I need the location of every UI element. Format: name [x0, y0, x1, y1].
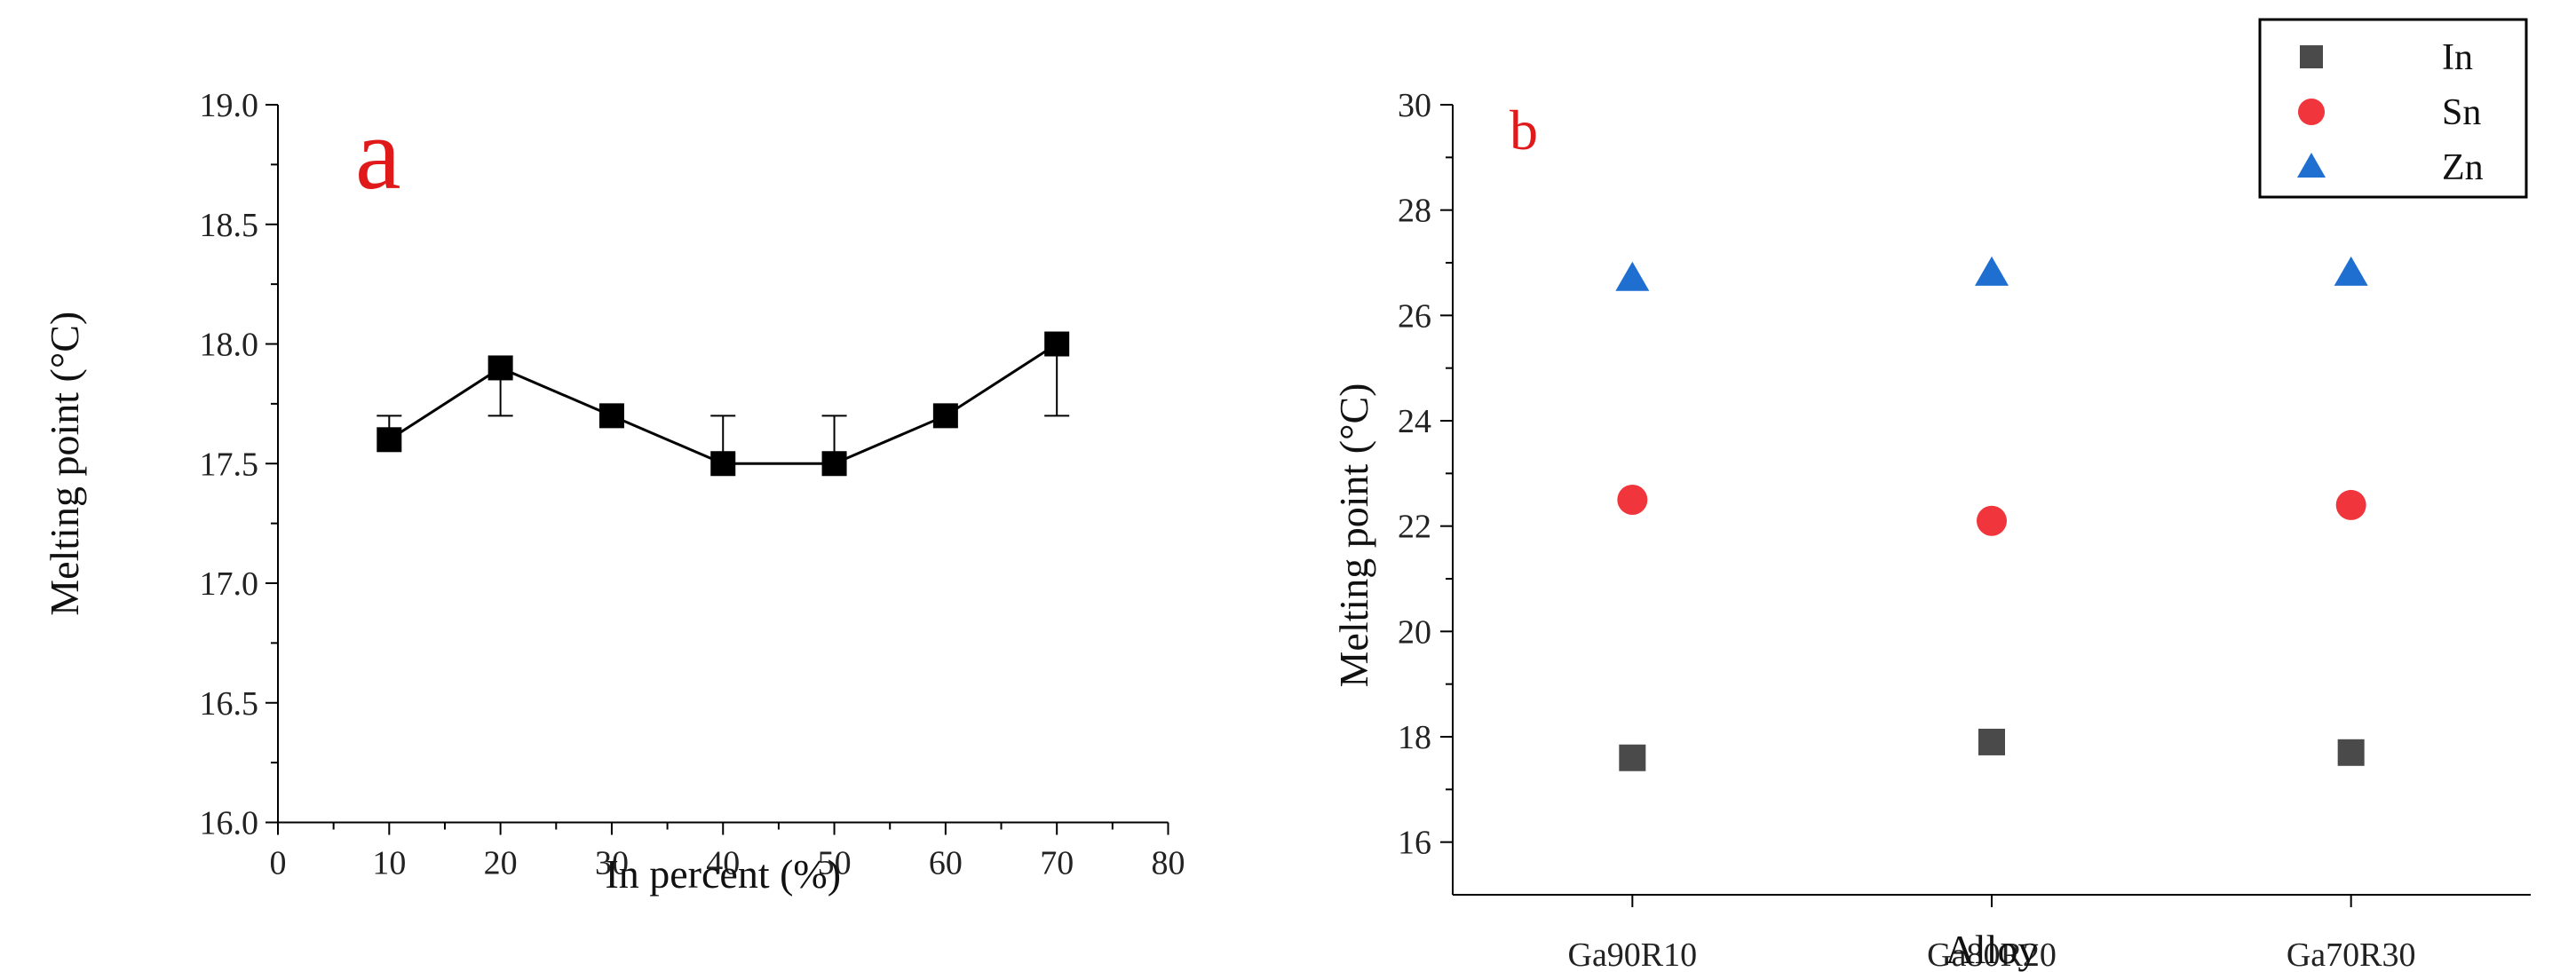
panel-a: 0 10 20 30 40 50 60 70 80 16.0 16.5 17.0 17.5 18.0 18.…	[42, 87, 1185, 897]
panel-a-data-point	[1044, 331, 1070, 357]
panel-a-y-tick-label: 17.0	[200, 565, 259, 603]
panel-a-x-tick-label: 50	[818, 845, 852, 882]
panel-b-category-label: Ga70R30	[2287, 936, 2416, 972]
panel-a-y-tick-label: 18.0	[200, 327, 259, 364]
panel-b-point-sn	[2335, 489, 2366, 520]
panel-b-point-zn	[1975, 256, 2009, 286]
panel-a-y-tick-label: 16.0	[200, 805, 259, 842]
panel-a-data-point	[821, 451, 847, 477]
panel-b-y-tick-label: 30	[1398, 87, 1431, 124]
panel-a-y-tick-label: 19.0	[200, 87, 259, 124]
panel-a-x-tick-label: 10	[372, 845, 406, 882]
legend-marker-zn	[2297, 153, 2326, 178]
panel-b-point-in	[1619, 744, 1646, 771]
legend-label-sn: Sn	[2442, 92, 2481, 133]
panel-a-x-tick-label: 80	[1152, 845, 1185, 882]
panel-a-y-axis-title: Melting point (°C)	[42, 312, 87, 616]
panel-b-point-in	[1978, 728, 2005, 755]
panel-a-x-tick-label: 20	[484, 845, 518, 882]
panel-a-data-point	[598, 403, 624, 429]
panel-a-label: a	[355, 98, 401, 211]
panel-a-data-point	[932, 403, 958, 429]
panel-b-point-zn	[1615, 261, 1650, 291]
panel-b-y-tick-label: 26	[1398, 297, 1431, 335]
panel-b-y-tick-label: 28	[1398, 193, 1431, 230]
panel-a-y-tick-label: 16.5	[200, 685, 259, 723]
panel-a-y-tick-label: 18.5	[200, 207, 259, 244]
panel-b-category-label: Ga80R20	[1927, 936, 2057, 972]
panel-a-y-tick-label: 17.5	[200, 446, 259, 483]
panel-b-y-tick-label: 20	[1398, 613, 1431, 651]
panel-a-data-point	[487, 355, 513, 381]
panel-b-y-tick-label: 22	[1398, 509, 1431, 546]
panel-b-point-zn	[2334, 256, 2368, 286]
panel-a-x-tick-label: 40	[706, 845, 740, 882]
panel-b-y-tick-label: 16	[1398, 825, 1431, 862]
panel-b-category-label: Ga90R10	[1568, 936, 1698, 972]
legend-marker-in	[2300, 45, 2323, 68]
panel-b-label: b	[1510, 99, 1538, 162]
panel-b-point-sn	[1977, 505, 2007, 536]
panel-b-point-in	[2337, 739, 2365, 766]
panel-a-data-point	[376, 427, 402, 453]
panel-b-y-tick-label: 18	[1398, 719, 1431, 756]
panel-b-y-tick-label: 24	[1398, 403, 1431, 440]
legend-marker-sn	[2298, 99, 2325, 125]
panel-b-x-axis-title: Alloy	[1946, 927, 2039, 972]
panel-a-data-point	[710, 451, 736, 477]
panel-a-x-tick-label: 0	[270, 845, 287, 882]
panel-b-y-axis-title: Melting point (°C)	[1331, 383, 1376, 688]
panel-a-x-tick-label: 30	[595, 845, 629, 882]
legend-label-zn: Zn	[2442, 147, 2484, 188]
panel-b-point-sn	[1617, 485, 1648, 515]
legend-label-in: In	[2442, 37, 2473, 78]
panel-a-x-axis-title: In percent (%)	[605, 851, 841, 897]
panel-a-x-tick-label: 70	[1040, 845, 1074, 882]
panel-a-x-tick-label: 60	[929, 845, 963, 882]
panel-b: 16 18 20 22 24 26 28 30 Ga90R10 Ga80R20 Ga70R30 All…	[1331, 18, 2531, 972]
